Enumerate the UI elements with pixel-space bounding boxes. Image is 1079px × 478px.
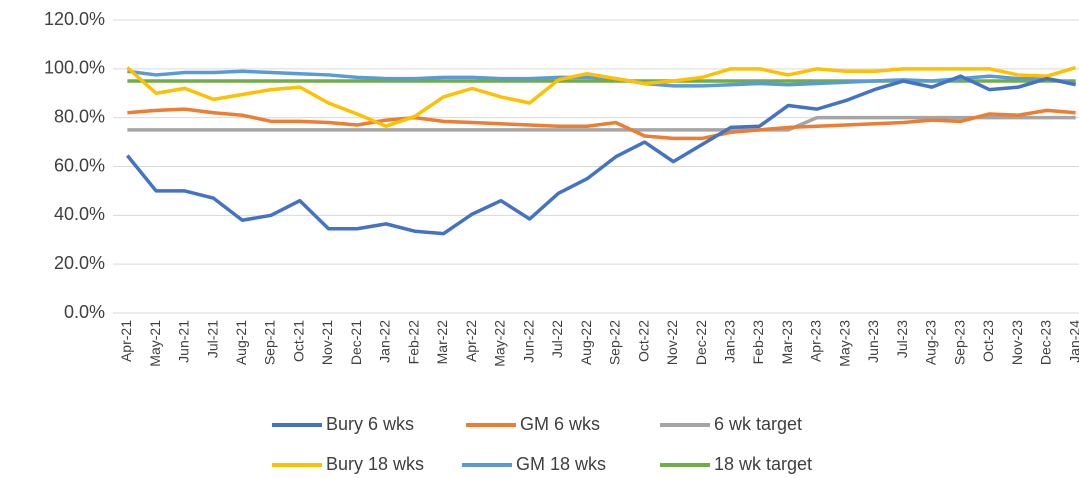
x-tick-label: May-23 <box>836 320 852 367</box>
x-tick-label: Nov-23 <box>1009 320 1025 365</box>
x-tick-label: Jun-21 <box>176 320 192 363</box>
x-tick-label: Dec-21 <box>348 320 364 365</box>
x-tick-label: May-22 <box>492 320 508 367</box>
x-tick-label: Jan-24 <box>1066 320 1079 363</box>
legend-label: Bury 18 wks <box>326 454 424 474</box>
y-tick-label: 0.0% <box>64 302 105 322</box>
x-tick-label: Apr-23 <box>808 320 824 362</box>
x-tick-label: Nov-22 <box>664 320 680 365</box>
x-tick-label: Feb-22 <box>405 320 421 365</box>
x-tick-label: Sep-23 <box>951 320 967 365</box>
y-tick-label: 80.0% <box>54 106 105 126</box>
legend-label: 18 wk target <box>714 454 812 474</box>
x-tick-label: Jan-23 <box>722 320 738 363</box>
series-line <box>127 107 1076 141</box>
x-tick-label: Sep-21 <box>262 320 278 365</box>
x-tick-label: May-21 <box>147 320 163 367</box>
x-tick-label: Jul-22 <box>549 320 565 358</box>
x-tick-label: Dec-22 <box>693 320 709 365</box>
y-tick-label: 40.0% <box>54 204 105 224</box>
legend-label: GM 18 wks <box>516 454 606 474</box>
x-tick-label: Apr-22 <box>463 320 479 362</box>
x-tick-label: Nov-21 <box>319 320 335 365</box>
legend-label: 6 wk target <box>714 414 802 434</box>
x-tick-label: Aug-23 <box>923 320 939 365</box>
x-tick-label: Mar-22 <box>434 320 450 365</box>
x-tick-label: Oct-21 <box>290 320 306 362</box>
x-tick-label: Apr-21 <box>118 320 134 362</box>
x-tick-label: Feb-23 <box>750 320 766 365</box>
x-tick-label: Jun-23 <box>865 320 881 363</box>
x-tick-label: Jul-21 <box>204 320 220 358</box>
series-line <box>126 74 1076 236</box>
x-tick-label: Jul-23 <box>894 320 910 358</box>
x-tick-label: Aug-22 <box>578 320 594 365</box>
legend-label: GM 6 wks <box>520 414 600 434</box>
y-tick-label: 20.0% <box>54 253 105 273</box>
x-tick-label: Oct-22 <box>635 320 651 362</box>
x-tick-label: Dec-23 <box>1038 320 1054 365</box>
legend-label: Bury 6 wks <box>326 414 414 434</box>
x-tick-label: Sep-22 <box>607 320 623 365</box>
y-tick-label: 120.0% <box>44 9 105 29</box>
x-tick-label: Jan-22 <box>377 320 393 363</box>
y-tick-label: 100.0% <box>44 58 105 78</box>
x-tick-label: Mar-23 <box>779 320 795 365</box>
x-tick-label: Jun-22 <box>520 320 536 363</box>
series-line <box>127 69 1076 88</box>
series-line <box>127 115 1076 132</box>
x-tick-label: Oct-23 <box>980 320 996 362</box>
series-line <box>126 65 1077 128</box>
y-tick-label: 60.0% <box>54 155 105 175</box>
x-tick-label: Aug-21 <box>233 320 249 365</box>
